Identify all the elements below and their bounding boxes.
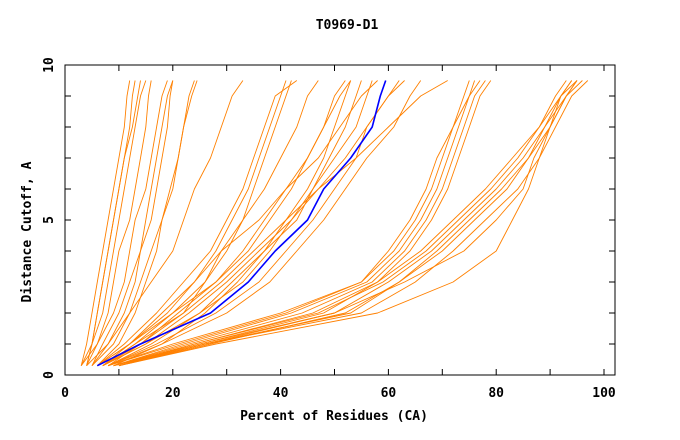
series-lines — [80, 80, 589, 367]
series-line — [91, 80, 174, 366]
series-line — [107, 80, 481, 367]
series-line — [107, 80, 470, 367]
axis-ticks — [64, 64, 615, 376]
series-line — [102, 80, 362, 367]
series-line — [107, 80, 373, 367]
series-line — [113, 80, 573, 367]
highlight-series-line — [96, 80, 387, 367]
series-line — [102, 80, 319, 367]
y-tick-label: 0 — [42, 371, 57, 379]
y-tick-label: 5 — [42, 216, 57, 224]
tick-labels: 0 20 40 60 80 100 0 5 10 — [42, 57, 616, 401]
series-line — [86, 80, 141, 366]
series-line — [113, 80, 486, 367]
x-tick-label: 60 — [381, 386, 397, 401]
series-line — [113, 80, 589, 367]
x-axis-label: Percent of Residues (CA) — [240, 409, 428, 424]
series-line — [97, 80, 287, 367]
series-line — [113, 80, 573, 367]
x-tick-label: 40 — [273, 386, 289, 401]
series-line — [113, 80, 476, 367]
series-line — [118, 80, 578, 367]
x-tick-label: 100 — [592, 386, 616, 401]
series-line — [97, 80, 346, 367]
y-axis-label: Distance Cutoff, A — [20, 161, 35, 302]
chart-title: T0969-D1 — [316, 18, 379, 33]
series-line — [113, 80, 448, 367]
series-line — [102, 80, 378, 367]
series-line — [102, 80, 405, 367]
y-tick-label: 10 — [42, 57, 57, 73]
series-line — [107, 80, 352, 367]
series-line — [86, 80, 244, 367]
series-line — [118, 80, 578, 367]
x-tick-label: 0 — [61, 386, 69, 401]
series-line — [80, 80, 152, 366]
x-tick-label: 80 — [488, 386, 504, 401]
series-line — [91, 80, 198, 367]
series-line — [113, 80, 567, 367]
series-line — [91, 80, 174, 366]
series-line — [86, 80, 168, 366]
x-tick-label: 20 — [165, 386, 181, 401]
series-line — [86, 80, 147, 366]
series-line — [97, 80, 298, 367]
series-line — [118, 80, 492, 367]
series-line — [80, 80, 131, 366]
